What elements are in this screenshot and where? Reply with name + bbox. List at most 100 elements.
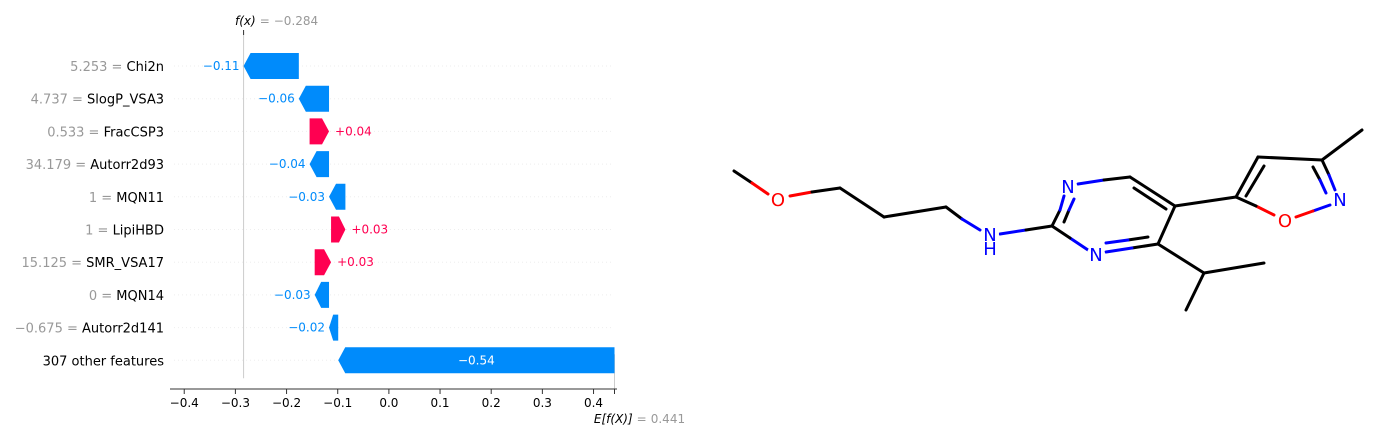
feature-value: 4.737 = xyxy=(31,93,87,108)
feature-name: Autorr2d141 xyxy=(82,322,164,337)
bond xyxy=(1311,203,1332,213)
feature-label: 1 = LipiHBD xyxy=(85,224,164,239)
fx-label: f(x) xyxy=(235,14,256,28)
bond xyxy=(1244,164,1266,198)
bond xyxy=(998,228,1028,236)
contribution-bar xyxy=(338,347,615,374)
contribution-label: +0.04 xyxy=(335,124,372,138)
atom-background xyxy=(1276,211,1294,229)
atom-label: N xyxy=(1333,190,1346,211)
bond xyxy=(1156,242,1206,275)
x-axis: −0.4 −0.3 −0.2 −0.1 0.0 0.1 0.2 0.3 0.4 xyxy=(170,30,617,410)
bond xyxy=(1068,236,1090,252)
feature-label: 307 other features xyxy=(43,354,165,369)
bond xyxy=(838,186,886,219)
efx-annotation: E[f(X)] = 0.441 xyxy=(594,412,685,426)
feature-value: 1 = xyxy=(89,191,116,206)
contribution-label: +0.03 xyxy=(351,223,388,237)
atom-label: N xyxy=(983,225,996,246)
x-tick-label: −0.4 xyxy=(170,396,199,410)
bond xyxy=(1173,195,1238,208)
feature-label: 0.533 = FracCSP3 xyxy=(47,125,164,140)
feature-label: 0 = MQN14 xyxy=(89,289,164,304)
feature-name: MQN11 xyxy=(116,191,164,206)
bond xyxy=(1104,238,1130,245)
molecule-bonds xyxy=(732,128,1364,312)
feature-name: FracCSP3 xyxy=(104,125,164,140)
contribution-bar xyxy=(314,281,330,308)
bond xyxy=(1104,246,1134,254)
feature-value: 0 = xyxy=(89,289,116,304)
bond xyxy=(1058,194,1066,212)
contribution-bar xyxy=(298,85,330,112)
atom-background xyxy=(1331,190,1349,208)
contribution-bars: −0.11 −0.06 +0.04 −0.04 −0.03 +0.03 +0.03 −0.03… xyxy=(203,53,615,374)
efx-label: E[f(X)] xyxy=(594,412,633,426)
feature-name: 307 other features xyxy=(43,354,165,369)
contribution-bar xyxy=(331,216,346,243)
bond xyxy=(1126,235,1150,242)
feature-name: LipiHBD xyxy=(113,224,164,239)
bond xyxy=(1132,186,1168,211)
contribution-label: −0.02 xyxy=(288,321,325,335)
atom-label: N xyxy=(1089,245,1102,266)
contribution-label: −0.11 xyxy=(203,59,240,73)
contribution-bar xyxy=(329,314,339,341)
feature-label: 15.125 = SMR_VSA17 xyxy=(22,256,164,271)
bond xyxy=(1311,165,1322,182)
bond xyxy=(1024,224,1054,232)
atom-label: H xyxy=(983,239,997,260)
bond xyxy=(1102,175,1132,182)
feature-labels: 5.253 = Chi2n 4.737 = SlogP_VSA3 0.533 = F… xyxy=(15,60,164,369)
bond xyxy=(1062,208,1071,224)
atom-background xyxy=(1059,177,1077,195)
bond xyxy=(1050,224,1072,240)
feature-label: 5.253 = Chi2n xyxy=(70,60,164,75)
bond xyxy=(1320,128,1364,162)
feature-value: 34.179 = xyxy=(26,158,91,173)
x-tick-label: −0.3 xyxy=(221,396,250,410)
x-tick-label: 0.2 xyxy=(482,396,501,410)
bond xyxy=(788,190,814,198)
bond xyxy=(1234,195,1258,208)
contribution-label: −0.06 xyxy=(258,92,295,106)
feature-name: SMR_VSA17 xyxy=(86,256,164,271)
x-tick-label: 0.4 xyxy=(584,396,603,410)
atom-label: N xyxy=(1061,177,1074,198)
bond xyxy=(882,205,948,219)
atom-background xyxy=(769,190,787,208)
bond xyxy=(1256,155,1324,162)
contribution-bar xyxy=(309,118,330,145)
feature-value: 15.125 = xyxy=(22,256,87,271)
bond xyxy=(1327,173,1337,192)
bond xyxy=(1294,209,1315,219)
atom-background xyxy=(1087,245,1105,263)
x-tick-label: −0.1 xyxy=(323,396,352,410)
feature-name: SlogP_VSA3 xyxy=(87,93,164,108)
bond xyxy=(1076,178,1106,186)
bond xyxy=(750,181,770,196)
feature-value: −0.675 = xyxy=(15,322,82,337)
fx-value: −0.284 xyxy=(274,14,318,28)
bond xyxy=(1128,175,1177,208)
bond xyxy=(1320,158,1331,177)
shap-waterfall-chart: −0.11 −0.06 +0.04 −0.04 −0.03 +0.03 +0.03 −0.03… xyxy=(15,14,685,426)
feature-label: 34.179 = Autorr2d93 xyxy=(26,158,164,173)
feature-value: 5.253 = xyxy=(70,60,126,75)
fx-annotation: f(x) = −0.284 xyxy=(235,14,318,28)
atom-label: O xyxy=(1278,211,1292,232)
bond xyxy=(1067,197,1076,212)
bond xyxy=(1318,178,1328,195)
bond xyxy=(810,186,842,194)
contribution-bar xyxy=(309,151,330,178)
contribution-bar xyxy=(243,53,299,79)
bond xyxy=(1156,204,1177,246)
x-tick-label: 0.1 xyxy=(430,396,449,410)
x-tick-label: 0.0 xyxy=(379,396,398,410)
x-tick-label: 0.3 xyxy=(533,396,552,410)
feature-value: 0.533 = xyxy=(47,125,103,140)
feature-name: Autorr2d93 xyxy=(90,158,164,173)
atom-background xyxy=(981,225,999,243)
